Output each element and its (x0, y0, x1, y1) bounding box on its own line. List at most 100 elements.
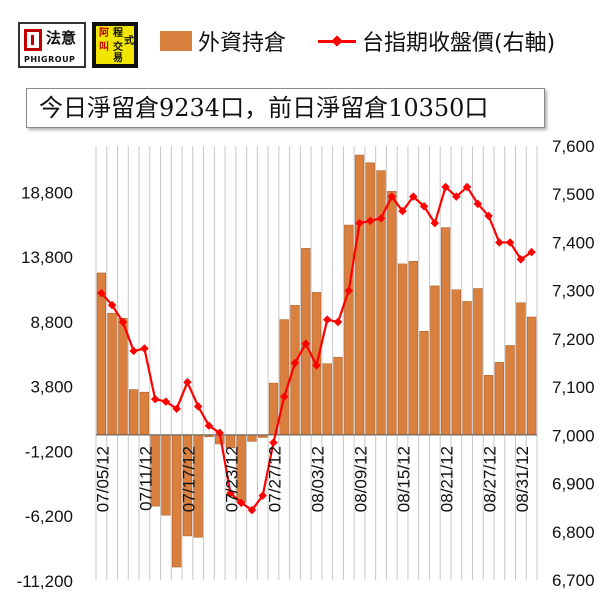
x-tick-label: 07/23/12 (222, 446, 241, 512)
bar (344, 224, 354, 436)
price-point (333, 317, 343, 327)
price-point (118, 317, 128, 327)
price-point (462, 182, 472, 192)
price-point (269, 438, 278, 447)
y-right-tick-label: 6,900 (552, 475, 595, 494)
x-tick-label: 08/27/12 (481, 446, 500, 512)
price-point (398, 206, 407, 216)
price-point (387, 192, 397, 201)
bar (505, 345, 515, 436)
price-point (473, 199, 483, 209)
price-point (107, 300, 117, 310)
y-left-tick-label: -1,200 (25, 442, 73, 461)
price-point (172, 404, 181, 414)
y-right-tick-label: 7,400 (552, 233, 595, 252)
y-left-tick-label: 13,800 (21, 248, 73, 267)
net-position-summary: 今日淨留倉9234口，前日淨留倉10350口 (26, 88, 545, 128)
price-point (247, 505, 257, 515)
price-point (193, 402, 203, 411)
grid-lines (95, 146, 538, 580)
bar (408, 261, 418, 436)
y-left-tick-label: 3,800 (30, 378, 73, 397)
bar (161, 434, 171, 516)
legend-item-bars: 外資持倉 (160, 26, 286, 56)
phigroup-logo: 法意 PHIGROUP (18, 22, 86, 68)
logo-char: 程 (113, 28, 123, 39)
bar (430, 285, 440, 436)
price-point (355, 218, 364, 228)
price-point (140, 344, 149, 353)
phigroup-logo-subtext: PHIGROUP (24, 55, 76, 64)
legend-label-line: 台指期收盤價(右軸) (362, 31, 556, 56)
x-tick-label: 07/27/12 (265, 446, 284, 512)
bar (118, 318, 128, 436)
price-point (344, 286, 354, 295)
price-point (258, 491, 267, 500)
price-point (484, 211, 493, 221)
bar (247, 434, 257, 442)
bar (322, 363, 332, 436)
price-point (495, 238, 504, 247)
price-point (226, 488, 235, 498)
price-point (204, 421, 214, 430)
y-left-tick-label: -11,200 (17, 572, 73, 591)
price-point (366, 216, 375, 225)
bar (440, 227, 451, 436)
bar (397, 263, 408, 436)
y-right-tick-label: 7,000 (552, 426, 595, 445)
y-left-tick-label: -6,200 (25, 507, 73, 526)
price-point (376, 214, 386, 223)
price-point (516, 255, 526, 264)
price-point (430, 218, 440, 228)
phigroup-mark-icon (24, 29, 42, 51)
y-axis-right-labels: 7,600 7,500 7,400 7,300 7,200 7,100 7,000 6,900… (552, 137, 595, 590)
price-point (441, 182, 450, 192)
x-tick-label: 07/11/12 (136, 446, 155, 511)
y-right-tick-label: 7,200 (552, 330, 595, 349)
bar (387, 191, 397, 436)
line-swatch-icon (318, 31, 356, 51)
price-point (279, 392, 289, 401)
price-point (452, 192, 461, 201)
bar (483, 375, 494, 436)
bar (354, 154, 365, 436)
y-right-tick-label: 6,700 (552, 571, 595, 590)
price-point (409, 192, 418, 201)
price-point (97, 288, 106, 298)
logo-char: 阿 (99, 28, 109, 39)
price-point (129, 346, 138, 356)
bar-swatch-icon (160, 31, 192, 51)
price-point (150, 394, 160, 404)
x-tick-label: 07/05/12 (93, 446, 112, 512)
price-point (301, 339, 310, 348)
price-point (215, 428, 224, 438)
bar (462, 301, 472, 436)
x-tick-label: 08/21/12 (438, 446, 457, 512)
logo-char: 易 (113, 53, 123, 64)
bar (526, 316, 537, 436)
bar (494, 362, 504, 436)
x-tick-label: 07/17/12 (179, 446, 198, 512)
price-point (290, 358, 300, 368)
x-tick-label: 08/03/12 (309, 446, 328, 512)
x-tick-label: 08/31/12 (513, 446, 532, 512)
price-point (419, 202, 429, 211)
x-tick-label: 08/15/12 (395, 446, 414, 512)
bar (333, 356, 343, 436)
price-point (161, 397, 171, 406)
y-right-tick-label: 7,500 (552, 185, 595, 204)
y-right-tick-label: 7,300 (552, 282, 595, 301)
y-right-tick-label: 6,800 (552, 523, 595, 542)
bar (516, 302, 526, 436)
legend-label-bars: 外資持倉 (198, 31, 287, 56)
logo-char: 交 (113, 42, 123, 53)
price-line-series (97, 182, 536, 515)
bar (107, 312, 117, 436)
bar (473, 288, 483, 436)
y-axis-left-labels: 18,800 13,800 8,800 3,800 -1,200 -6,200 -11,20… (17, 183, 73, 591)
bar (129, 389, 139, 436)
price-point (323, 315, 332, 324)
phigroup-logo-text: 法意 (46, 29, 77, 47)
logo-char: 叫 (99, 42, 109, 53)
y-right-tick-label: 7,600 (552, 137, 595, 156)
